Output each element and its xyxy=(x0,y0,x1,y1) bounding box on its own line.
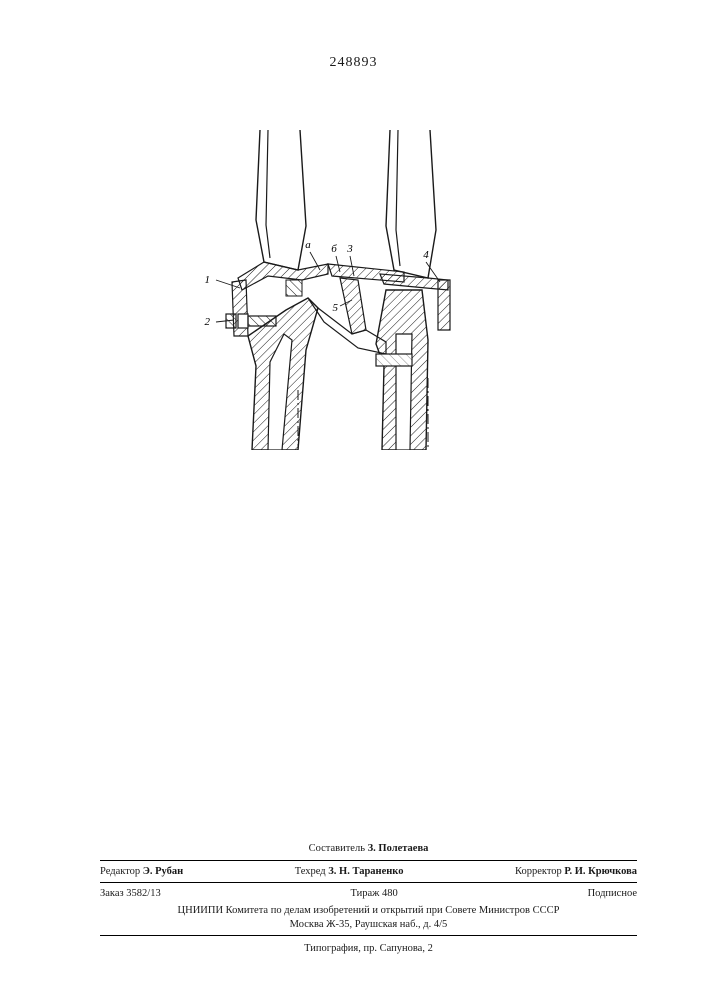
techred-name: З. Н. Тараненко xyxy=(328,865,403,879)
platform-left xyxy=(238,262,328,290)
order-number: Заказ 3582/13 xyxy=(100,887,161,901)
compiler-line: Составитель З. Полетаева xyxy=(100,842,637,856)
rear-flange xyxy=(438,280,450,330)
spacer-web xyxy=(340,278,366,334)
callout-3: 3 xyxy=(346,243,353,255)
rule-mid xyxy=(100,882,637,883)
blade-left xyxy=(256,130,306,270)
techred-prefix: Техред xyxy=(295,865,326,879)
compiler-name: З. Полетаева xyxy=(368,843,429,854)
callout-5: 5 xyxy=(333,302,339,314)
bolt-head xyxy=(238,314,248,328)
org-line-1: ЦНИИПИ Комитета по делам изобретений и о… xyxy=(100,904,637,918)
compiler-prefix: Составитель xyxy=(309,843,365,854)
figure-svg: 1 2 a б 3 4 5 xyxy=(190,130,470,450)
credits-row: Редактор Э. Рубан Техред З. Н. Тараненко… xyxy=(100,865,637,879)
org-line-2: Москва Ж-35, Раушская наб., д. 4/5 xyxy=(100,918,637,932)
footer-block: Составитель З. Полетаева Редактор Э. Руб… xyxy=(100,842,637,956)
editor-prefix: Редактор xyxy=(100,865,140,879)
document-number: 248893 xyxy=(0,55,707,71)
corrector-name: Р. И. Крючкова xyxy=(564,865,637,879)
callout-2: 2 xyxy=(205,316,211,328)
callout-1: 1 xyxy=(205,274,211,286)
rule-top xyxy=(100,860,637,861)
rule-bottom xyxy=(100,935,637,936)
printer-line: Типография, пр. Сапунова, 2 xyxy=(100,942,637,956)
callout-a: a xyxy=(305,239,311,251)
editor-name: Э. Рубан xyxy=(143,865,183,879)
figure: 1 2 a б 3 4 5 xyxy=(190,130,470,450)
subscription: Подписное xyxy=(588,887,637,901)
corrector-prefix: Корректор xyxy=(515,865,562,879)
circulation: Тираж 480 xyxy=(350,887,397,901)
order-row: Заказ 3582/13 Тираж 480 Подписное xyxy=(100,887,637,901)
callout-4: 4 xyxy=(423,249,429,261)
callout-b: б xyxy=(331,243,337,255)
